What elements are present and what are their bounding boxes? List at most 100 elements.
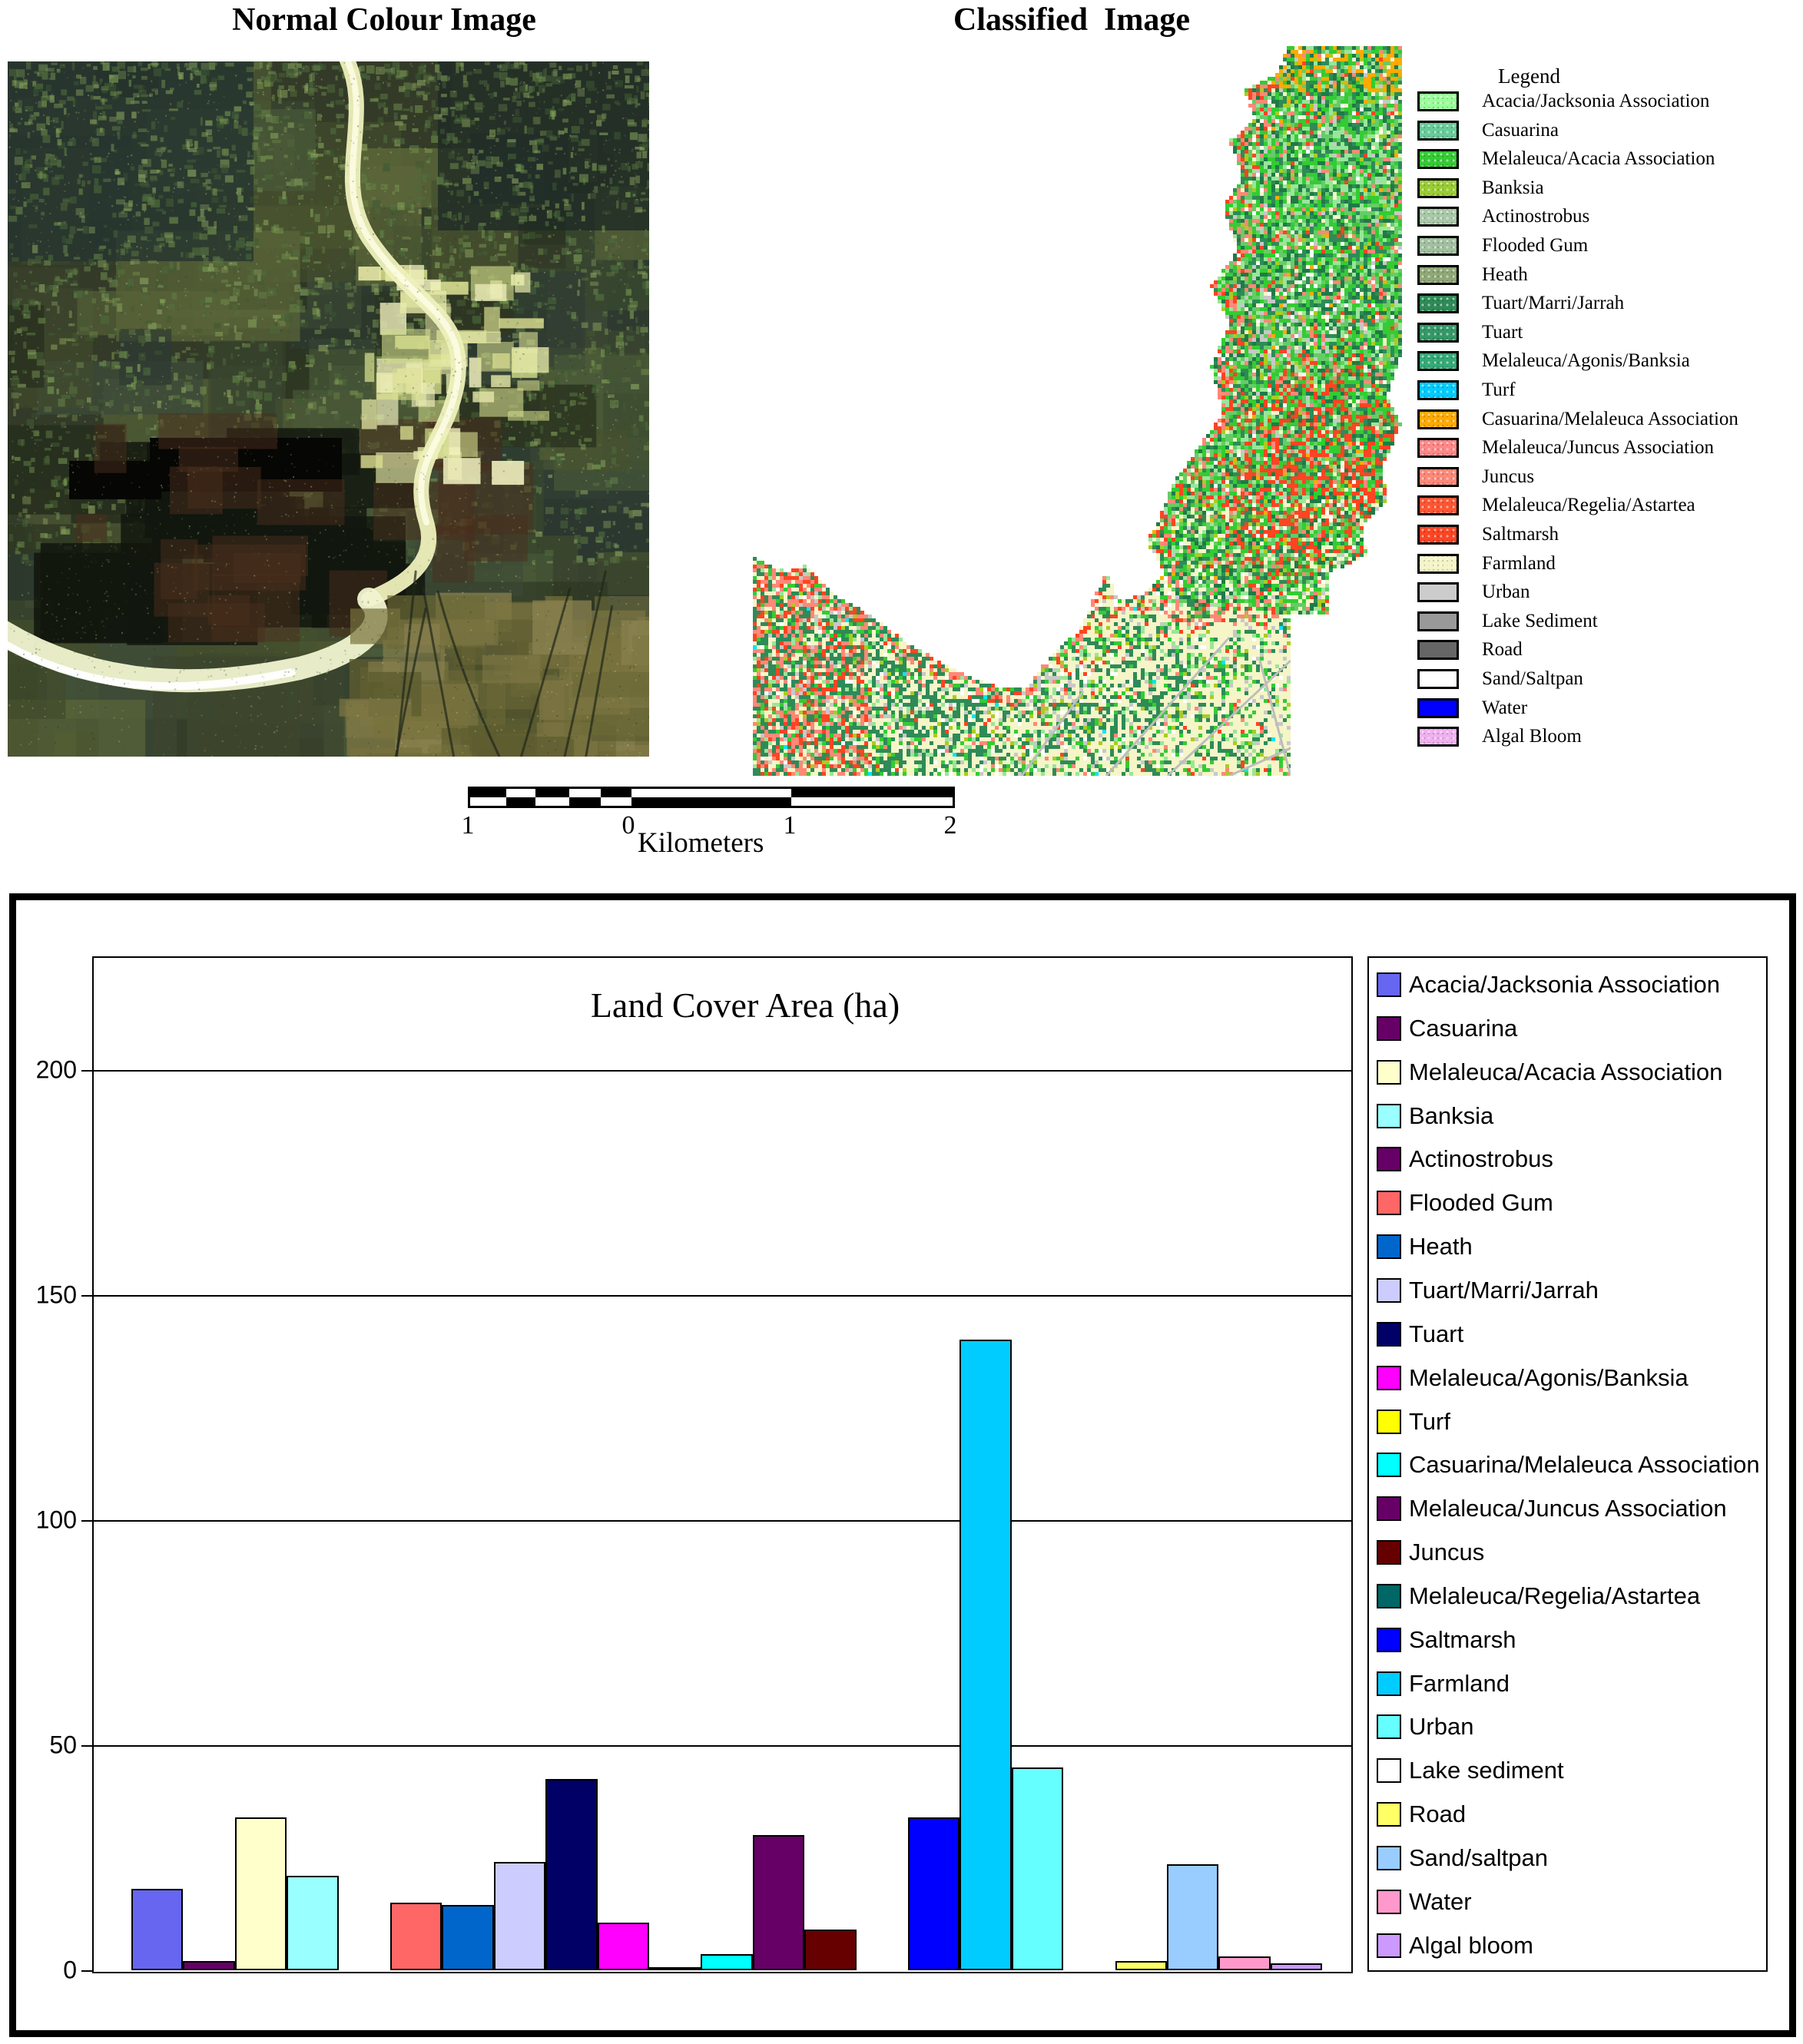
normal-image-title: Normal Colour Image — [232, 2, 536, 38]
chart-legend-label: Flooded Gum — [1409, 1189, 1553, 1217]
scale-bar-segment — [535, 789, 569, 797]
map-legend-swatch — [1417, 236, 1459, 256]
map-legend-label: Lake Sediment — [1482, 610, 1598, 631]
bar-road — [1115, 1961, 1167, 1970]
map-legend-label: Actinostrobus — [1482, 206, 1590, 227]
chart-legend-label: Melaleuca/Agonis/Banksia — [1409, 1363, 1689, 1391]
chart-legend-item: Urban — [1377, 1711, 1473, 1742]
map-legend-label: Melaleuca/Acacia Association — [1482, 148, 1715, 170]
map-legend-label: Juncus — [1482, 465, 1535, 487]
chart-legend-item: Sand/saltpan — [1377, 1843, 1548, 1873]
map-legend-label: Casuarina — [1482, 119, 1559, 141]
map-legend-swatch — [1417, 669, 1459, 689]
scale-bar-segment — [791, 797, 953, 806]
map-legend-swatch — [1417, 322, 1459, 343]
chart-legend-label: Casuarina — [1409, 1014, 1518, 1042]
map-legend-item: Tuart/Marri/Jarrah — [1417, 292, 1624, 315]
chart-legend-swatch — [1377, 972, 1401, 997]
scale-bar-number: 1 — [783, 811, 797, 840]
chart-legend-item: Tuart — [1377, 1319, 1463, 1350]
chart-legend-item: Lake sediment — [1377, 1755, 1564, 1786]
chart-plot-area — [92, 956, 1353, 1973]
bar-casuarina-melaleuca-association — [701, 1954, 753, 1970]
chart-legend-swatch — [1377, 1365, 1401, 1390]
y-axis-tick — [81, 1970, 92, 1972]
chart-legend-label: Lake sediment — [1409, 1757, 1564, 1784]
normal-colour-image — [8, 61, 649, 757]
y-axis-tick — [81, 1744, 92, 1747]
map-legend-item: Water — [1417, 697, 1527, 720]
y-axis-label: 0 — [63, 1956, 77, 1984]
bar-sand-saltpan — [1167, 1864, 1219, 1970]
scale-bar-number: 0 — [621, 811, 635, 840]
chart-legend-label: Melaleuca/Acacia Association — [1409, 1058, 1723, 1085]
chart-legend-item: Turf — [1377, 1406, 1450, 1437]
scale-bar-segment — [535, 797, 569, 806]
y-axis-label: 150 — [35, 1280, 77, 1309]
scale-bar-segment — [568, 797, 601, 806]
scale-bar-segment — [470, 789, 507, 797]
map-legend-swatch — [1417, 409, 1459, 429]
map-legend-swatch — [1417, 582, 1459, 603]
scale-bar-number: 2 — [943, 811, 957, 840]
chart-legend-item: Casuarina/Melaleuca Association — [1377, 1449, 1760, 1480]
chart-legend-label: Juncus — [1409, 1539, 1485, 1566]
map-legend-item: Juncus — [1417, 465, 1534, 489]
map-legend-item: Melaleuca/Juncus Association — [1417, 436, 1714, 459]
map-legend-label: Heath — [1482, 263, 1528, 285]
map-legend-swatch — [1417, 611, 1459, 631]
map-legend-label: Casuarina/Melaleuca Association — [1482, 408, 1738, 429]
bar-melaleuca-agonis-banksia — [597, 1923, 649, 1970]
scale-bar-segment — [600, 797, 632, 806]
map-legend-swatch — [1417, 438, 1459, 459]
map-legend-swatch — [1417, 264, 1459, 285]
map-legend-swatch — [1417, 640, 1459, 661]
y-axis-label: 50 — [49, 1731, 77, 1759]
map-legend-item: Sand/Saltpan — [1417, 668, 1583, 691]
gridline — [92, 1744, 1351, 1747]
bar-acacia-jacksonia-association — [131, 1889, 184, 1970]
y-axis-tick — [81, 1519, 92, 1522]
map-legend-label: Turf — [1482, 379, 1516, 400]
map-legend-label: Melaleuca/Regelia/Astartea — [1482, 495, 1695, 516]
map-legend-label: Water — [1482, 697, 1528, 718]
chart-legend-swatch — [1377, 1453, 1401, 1478]
chart-legend-label: Turf — [1409, 1407, 1450, 1435]
chart-legend-swatch — [1377, 1103, 1401, 1128]
classified-image-title: Classified Image — [953, 2, 1190, 38]
chart-legend-label: Road — [1409, 1801, 1467, 1828]
chart-legend-swatch — [1377, 1191, 1401, 1216]
chart-legend-item: Flooded Gum — [1377, 1188, 1553, 1218]
map-legend-label: Tuart/Marri/Jarrah — [1482, 293, 1625, 314]
scale-bar-segment — [470, 797, 507, 806]
chart-legend-swatch — [1377, 1933, 1401, 1958]
chart-legend-swatch — [1377, 1409, 1401, 1434]
chart-legend-swatch — [1377, 1015, 1401, 1041]
map-legend-label: Banksia — [1482, 177, 1544, 198]
chart-legend-label: Acacia/Jacksonia Association — [1409, 971, 1720, 998]
chart-legend-swatch — [1377, 1540, 1401, 1565]
scale-bar-segment — [631, 789, 792, 797]
bar-melaleuca-juncus-association — [752, 1835, 805, 1970]
bar-algal-bloom — [1270, 1963, 1323, 1970]
map-legend-label: Saltmarsh — [1482, 524, 1559, 545]
map-legend-label: Road — [1482, 639, 1523, 661]
map-legend-swatch — [1417, 553, 1459, 574]
map-legend-swatch — [1417, 727, 1459, 747]
bar-casuarina — [183, 1961, 235, 1970]
map-legend-swatch — [1417, 207, 1459, 227]
map-legend-label: Flooded Gum — [1482, 235, 1589, 256]
chart-legend-swatch — [1377, 1714, 1401, 1740]
bar-farmland — [960, 1340, 1012, 1970]
chart-legend-item: Actinostrobus — [1377, 1144, 1553, 1174]
map-legend-swatch — [1417, 697, 1459, 718]
bar-saltmarsh — [908, 1817, 960, 1970]
map-legend-swatch — [1417, 351, 1459, 372]
bar-tuart — [545, 1778, 598, 1970]
chart-title: Land Cover Area (ha) — [590, 986, 900, 1025]
chart-legend-label: Actinostrobus — [1409, 1145, 1553, 1173]
chart-legend-item: Acacia/Jacksonia Association — [1377, 969, 1720, 1000]
chart-legend-item: Heath — [1377, 1231, 1473, 1262]
chart-legend-item: Juncus — [1377, 1537, 1484, 1568]
